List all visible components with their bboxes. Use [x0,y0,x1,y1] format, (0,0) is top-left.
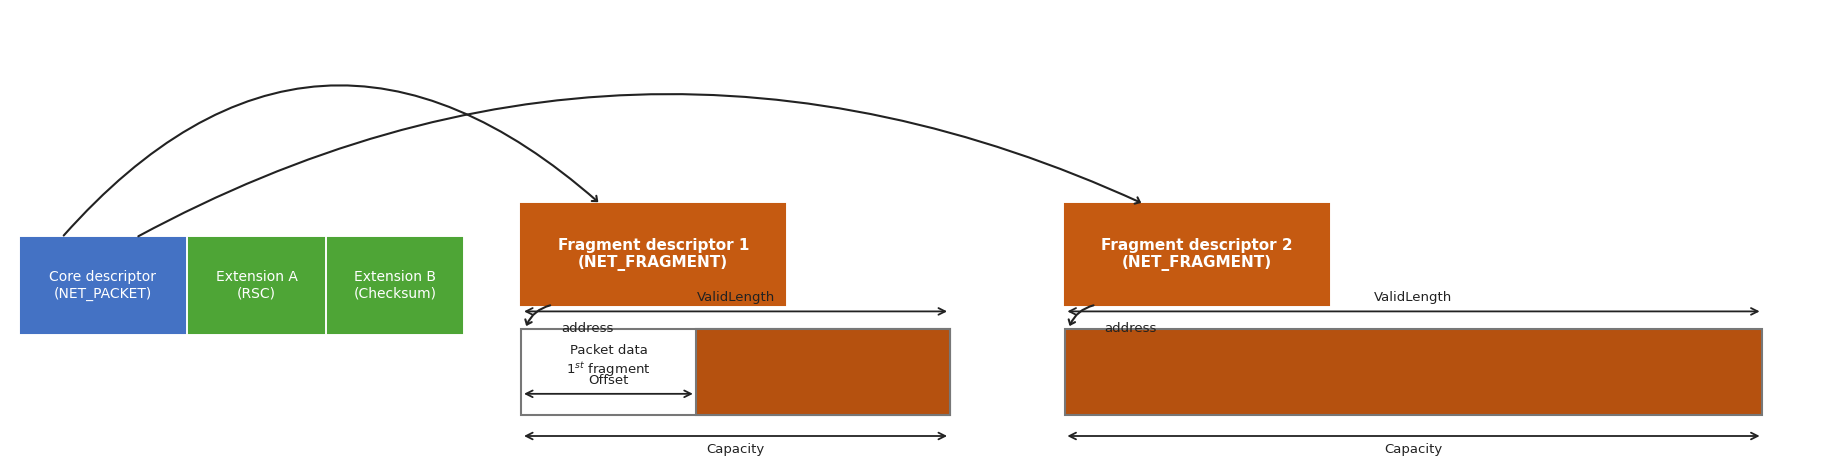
Bar [520,204,785,305]
Text: Fragment descriptor 1
(NET_FRAGMENT): Fragment descriptor 1 (NET_FRAGMENT) [557,238,748,271]
Bar [1065,204,1328,305]
Bar [520,329,949,415]
Bar [327,238,462,334]
Text: Capacity: Capacity [706,443,765,456]
Text: Offset: Offset [588,374,629,387]
Text: ValidLength: ValidLength [1374,292,1451,304]
Text: Packet data
1$^{st}$ fragment: Packet data 1$^{st}$ fragment [566,344,651,378]
Text: Extension B
(Checksum): Extension B (Checksum) [353,271,436,301]
Text: Capacity: Capacity [1383,443,1442,456]
Text: Core descriptor
(NET_PACKET): Core descriptor (NET_PACKET) [50,271,156,301]
Text: ValidLength: ValidLength [695,292,774,304]
Text: address: address [1103,322,1157,335]
Bar [695,329,949,415]
Bar [1065,329,1762,415]
Text: Fragment descriptor 2
(NET_FRAGMENT): Fragment descriptor 2 (NET_FRAGMENT) [1100,238,1291,271]
Text: Extension A
(RSC): Extension A (RSC) [215,271,298,301]
Bar [189,238,324,334]
Text: address: address [561,322,612,335]
Bar [20,238,186,334]
